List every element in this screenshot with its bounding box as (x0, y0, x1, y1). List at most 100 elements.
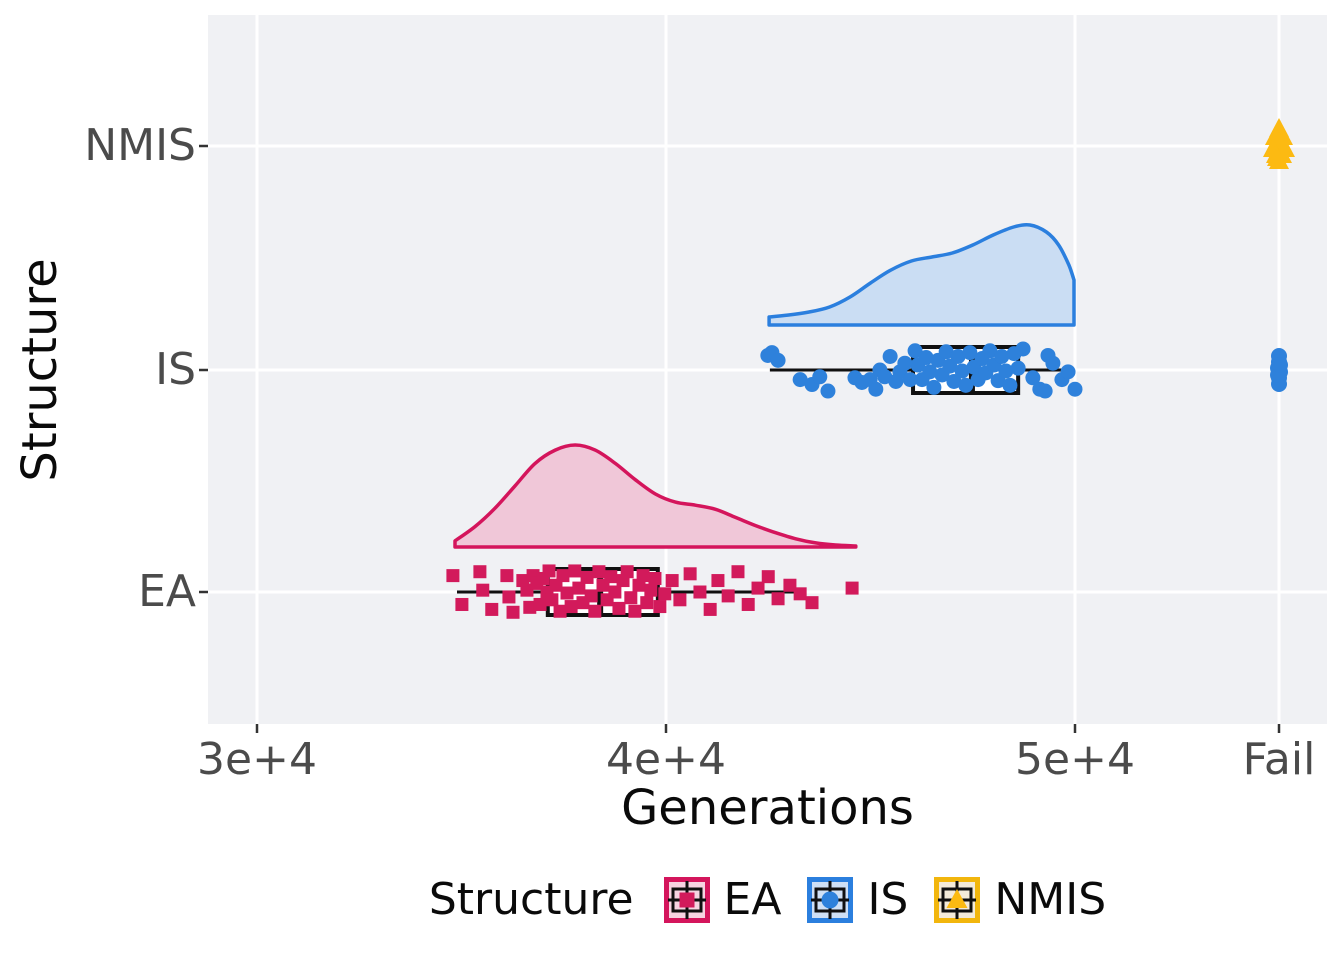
ea-point (485, 602, 499, 616)
nmis-fail-point (1267, 147, 1287, 166)
ea-point (761, 570, 775, 584)
ea-point (620, 565, 634, 579)
ea-point (523, 600, 537, 614)
is-point (820, 383, 836, 399)
ea-point (612, 601, 626, 615)
ea-point (683, 567, 697, 581)
is-point (1060, 364, 1076, 380)
nmis-boxplot-triangle-icon (934, 876, 981, 923)
is-point (982, 343, 998, 359)
is-violin (767, 222, 1076, 327)
is-point (812, 369, 828, 385)
is-point (918, 350, 934, 366)
x-tick-label: Fail (1242, 734, 1316, 785)
is-point (998, 363, 1014, 379)
is-point (1002, 377, 1018, 393)
y-tick-label: NMIS (84, 120, 196, 171)
ea-point (564, 600, 578, 614)
ea-point (568, 564, 582, 578)
legend-entry-nmis: NMIS (934, 874, 1106, 925)
ea-point (533, 597, 547, 611)
is-point (922, 364, 938, 380)
ea-point (476, 583, 490, 597)
is-point (1037, 383, 1053, 399)
legend-label-nmis: NMIS (994, 874, 1107, 925)
is-point (902, 372, 918, 388)
is-point (1015, 341, 1031, 357)
ea-point (636, 569, 650, 583)
ea-point (502, 590, 516, 604)
legend-entry-is: IS (807, 874, 908, 925)
ea-point (556, 569, 570, 583)
is-boxplot-circle-icon (807, 876, 854, 923)
ea-point (703, 602, 717, 616)
is-point (1045, 355, 1061, 371)
is-legend-key (807, 876, 854, 923)
is-fail-point (1272, 357, 1288, 373)
is-point (792, 372, 808, 388)
ea-point (741, 597, 755, 611)
legend-title: Structure (428, 874, 634, 925)
ea-point (771, 592, 785, 606)
ea-point (665, 574, 679, 588)
ea-violin (453, 443, 858, 549)
is-point (770, 352, 786, 368)
ea-point (545, 593, 559, 607)
ea-point (560, 586, 574, 600)
ea-point (506, 605, 520, 619)
is-point (907, 343, 923, 359)
ea-point (500, 569, 514, 583)
ea-point (731, 565, 745, 579)
ea-point (644, 583, 658, 597)
is-point (897, 355, 913, 371)
is-point (868, 381, 884, 397)
ea-point (624, 591, 638, 605)
ea-point (693, 585, 707, 599)
is-point (962, 345, 978, 361)
ea-point (608, 585, 622, 599)
ea-point (640, 596, 654, 610)
ea-point (751, 581, 765, 595)
is-point (954, 363, 970, 379)
ea-point (455, 597, 469, 611)
ea-point (721, 589, 735, 603)
is-point (958, 377, 974, 393)
ea-point (584, 589, 598, 603)
ea-point (673, 593, 687, 607)
ea-boxplot-square-icon (663, 876, 710, 923)
y-tick-label: EA (138, 566, 196, 617)
is-point (1025, 370, 1041, 386)
ea-point (793, 587, 807, 601)
legend-label-ea: EA (723, 874, 782, 925)
is-point (950, 348, 966, 364)
x-axis-title: Generations (621, 780, 914, 836)
legend-entry-ea: EA (663, 874, 782, 925)
ea-point (845, 581, 859, 595)
ea-point (628, 604, 642, 618)
x-tick-label: 3e+4 (197, 734, 317, 785)
ea-point (520, 583, 534, 597)
ea-legend-key (663, 876, 710, 923)
x-tick-label: 4e+4 (606, 734, 726, 785)
ea-point (553, 604, 567, 618)
legend: Structure EA IS NMIS (208, 874, 1327, 925)
ea-point (542, 564, 556, 578)
ea-point (588, 604, 602, 618)
ea-point (473, 565, 487, 579)
ea-point (592, 565, 606, 579)
nmis-legend-key (934, 876, 981, 923)
is-point (994, 348, 1010, 364)
x-tick-label: 5e+4 (1015, 734, 1135, 785)
ea-point (604, 570, 618, 584)
ea-point (783, 578, 797, 592)
y-tick-label: IS (155, 344, 196, 395)
is-point (946, 373, 962, 389)
ea-point (658, 587, 672, 601)
ea-point (653, 600, 667, 614)
ea-point (648, 571, 662, 585)
ea-point (580, 570, 594, 584)
is-point (938, 344, 954, 360)
legend-label-is: IS (867, 874, 909, 925)
